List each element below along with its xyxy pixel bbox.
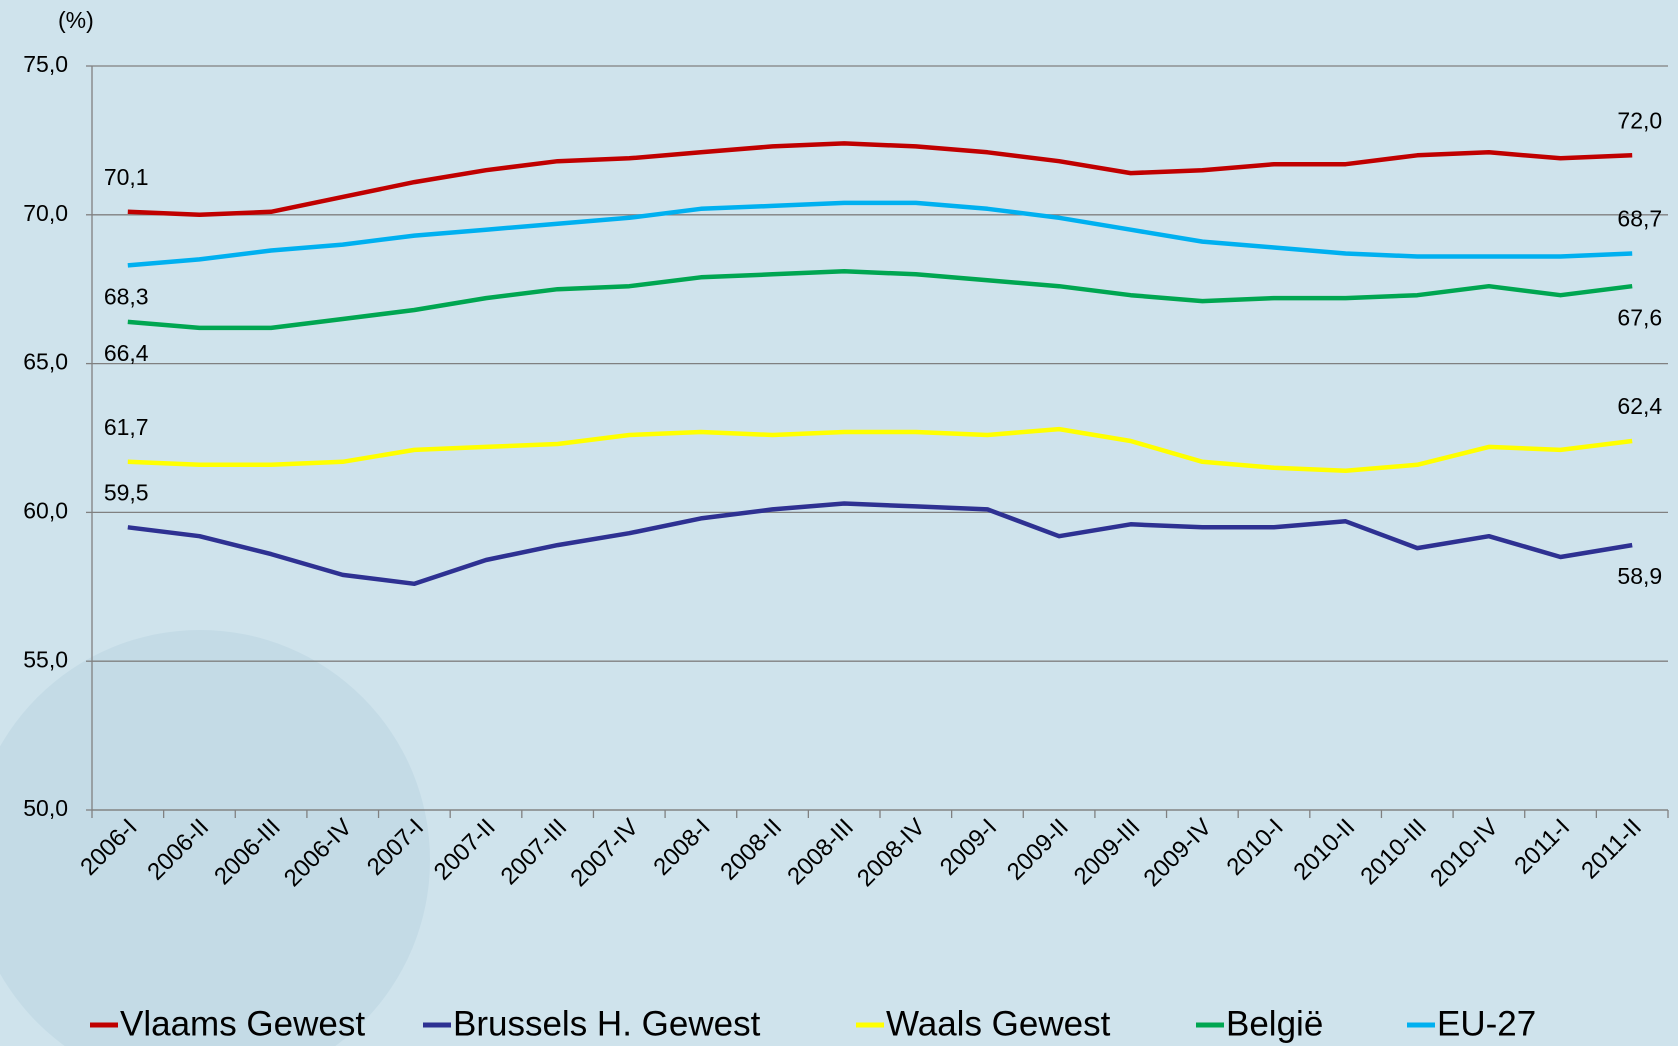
series-line [127, 269, 1633, 331]
legend-label: Vlaams Gewest [120, 1004, 365, 1043]
y-tick-label: 75,0 [23, 51, 68, 77]
data-label: 66,4 [104, 340, 149, 366]
data-label: 58,9 [1617, 563, 1662, 589]
x-tick-label: 2009-IV [1139, 814, 1218, 893]
x-tick-label: 2008-III [782, 814, 859, 891]
x-tick-label: 2008-IV [852, 814, 931, 893]
data-label: 67,6 [1617, 304, 1662, 330]
legend-label: Waals Gewest [886, 1004, 1111, 1043]
x-tick-label: 2009-III [1069, 814, 1146, 891]
x-tick-label: 2007-II [429, 814, 501, 886]
data-label: 68,7 [1617, 206, 1662, 232]
series-line [127, 200, 1633, 268]
data-label: 61,7 [104, 414, 149, 440]
series-line [127, 141, 1633, 218]
y-unit-label: (%) [58, 7, 94, 33]
x-tick-label: 2008-I [648, 814, 715, 881]
data-label: 68,3 [104, 283, 149, 309]
data-label: 70,1 [104, 164, 149, 190]
x-tick-label: 2008-II [715, 814, 787, 886]
legend-label: België [1226, 1004, 1323, 1043]
legend-item: Waals Gewest [856, 1004, 1111, 1043]
x-tick-label: 2009-II [1002, 814, 1074, 886]
legend-item: België [1196, 1004, 1323, 1043]
y-tick-label: 70,0 [23, 200, 68, 226]
data-label: 62,4 [1617, 393, 1662, 419]
legend-item: EU-27 [1407, 1004, 1536, 1043]
watermark [0, 630, 430, 1046]
x-tick-label: 2010-III [1355, 814, 1432, 891]
y-tick-label: 50,0 [23, 795, 68, 821]
x-tick-label: 2010-II [1288, 814, 1360, 886]
x-tick-label: 2009-I [935, 814, 1002, 881]
x-tick-label: 2011-I [1509, 814, 1575, 880]
x-tick-label: 2011-II [1576, 814, 1647, 885]
data-label: 59,5 [104, 479, 149, 505]
legend-label: Brussels H. Gewest [453, 1004, 761, 1043]
y-tick-label: 60,0 [23, 497, 68, 523]
legend-item: Brussels H. Gewest [423, 1004, 761, 1043]
x-tick-label: 2010-I [1222, 814, 1289, 881]
data-label: 72,0 [1617, 107, 1662, 133]
x-tick-label: 2007-IV [565, 814, 644, 893]
legend-label: EU-27 [1437, 1004, 1536, 1043]
y-tick-label: 55,0 [23, 646, 68, 672]
x-tick-label: 2010-IV [1425, 814, 1504, 893]
x-tick-label: 2007-III [496, 814, 573, 891]
legend-item: Vlaams Gewest [90, 1004, 365, 1043]
series-line [127, 501, 1633, 587]
series-line [127, 426, 1633, 473]
y-tick-label: 65,0 [23, 349, 68, 375]
